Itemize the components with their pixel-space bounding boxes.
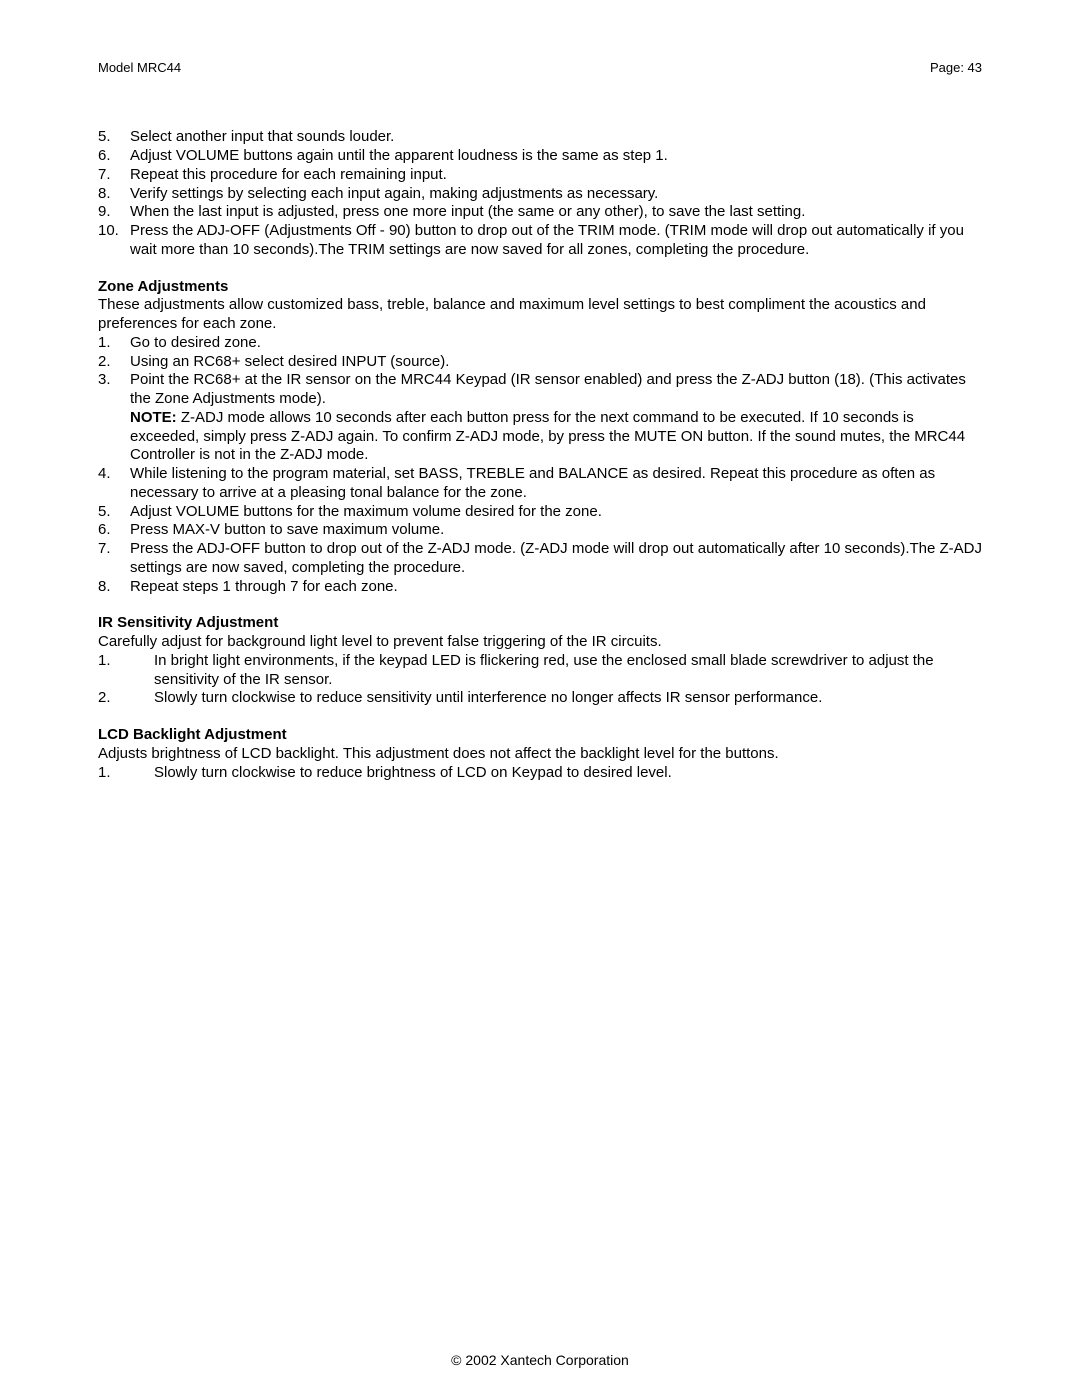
list-item: 6.Press MAX-V button to save maximum vol…: [98, 521, 982, 540]
list-item: 3. Point the RC68+ at the IR sensor on t…: [98, 371, 982, 465]
list-item: 2.Using an RC68+ select desired INPUT (s…: [98, 353, 982, 372]
item-number: 5.: [98, 503, 130, 522]
document-page: Model MRC44 Page: 43 5.Select another in…: [0, 0, 1080, 1397]
list-item: 4.While listening to the program materia…: [98, 465, 982, 503]
item-number: 6.: [98, 147, 130, 166]
item-text: Press the ADJ-OFF button to drop out of …: [130, 540, 982, 578]
item-number: 2.: [98, 689, 154, 708]
item-number: 8.: [98, 185, 130, 204]
header-left: Model MRC44: [98, 60, 181, 76]
list-item: 8.Verify settings by selecting each inpu…: [98, 185, 982, 204]
lcd-backlight-list: 1.Slowly turn clockwise to reduce bright…: [98, 764, 982, 783]
item-text: Repeat steps 1 through 7 for each zone.: [130, 578, 982, 597]
item-text: Verify settings by selecting each input …: [130, 185, 982, 204]
item-text: When the last input is adjusted, press o…: [130, 203, 982, 222]
item-text-line: Point the RC68+ at the IR sensor on the …: [130, 371, 966, 407]
page-footer: © 2002 Xantech Corporation: [0, 1352, 1080, 1370]
zone-adjustments-list: 1.Go to desired zone. 2.Using an RC68+ s…: [98, 334, 982, 597]
item-number: 6.: [98, 521, 130, 540]
list-item: 6.Adjust VOLUME buttons again until the …: [98, 147, 982, 166]
item-text: Press the ADJ-OFF (Adjustments Off - 90)…: [130, 222, 982, 260]
item-text: Press MAX-V button to save maximum volum…: [130, 521, 982, 540]
item-number: 1.: [98, 652, 154, 690]
item-text: Using an RC68+ select desired INPUT (sou…: [130, 353, 982, 372]
item-number: 4.: [98, 465, 130, 503]
item-number: 7.: [98, 540, 130, 578]
item-number: 1.: [98, 764, 154, 783]
trim-steps-list: 5.Select another input that sounds loude…: [98, 128, 982, 259]
ir-sensitivity-list: 1.In bright light environments, if the k…: [98, 652, 982, 708]
list-item: 8.Repeat steps 1 through 7 for each zone…: [98, 578, 982, 597]
item-text: Slowly turn clockwise to reduce sensitiv…: [154, 689, 982, 708]
list-item: 9.When the last input is adjusted, press…: [98, 203, 982, 222]
list-item: 5.Select another input that sounds loude…: [98, 128, 982, 147]
item-number: 7.: [98, 166, 130, 185]
zone-adjustments-heading: Zone Adjustments: [98, 278, 982, 297]
lcd-backlight-intro: Adjusts brightness of LCD backlight. Thi…: [98, 745, 982, 764]
ir-sensitivity-heading: IR Sensitivity Adjustment: [98, 614, 982, 633]
item-text: Repeat this procedure for each remaining…: [130, 166, 982, 185]
item-text: Adjust VOLUME buttons for the maximum vo…: [130, 503, 982, 522]
item-text: While listening to the program material,…: [130, 465, 982, 503]
list-item: 5.Adjust VOLUME buttons for the maximum …: [98, 503, 982, 522]
page-header: Model MRC44 Page: 43: [98, 60, 982, 76]
item-text: Point the RC68+ at the IR sensor on the …: [130, 371, 982, 465]
item-number: 2.: [98, 353, 130, 372]
header-right: Page: 43: [930, 60, 982, 76]
item-number: 8.: [98, 578, 130, 597]
item-text: Slowly turn clockwise to reduce brightne…: [154, 764, 982, 783]
item-number: 9.: [98, 203, 130, 222]
note-label: NOTE:: [130, 409, 177, 426]
zone-adjustments-intro: These adjustments allow customized bass,…: [98, 296, 982, 334]
list-item: 10.Press the ADJ-OFF (Adjustments Off - …: [98, 222, 982, 260]
item-number: 5.: [98, 128, 130, 147]
list-item: 2.Slowly turn clockwise to reduce sensit…: [98, 689, 982, 708]
list-item: 7.Repeat this procedure for each remaini…: [98, 166, 982, 185]
lcd-backlight-heading: LCD Backlight Adjustment: [98, 726, 982, 745]
item-number: 10.: [98, 222, 130, 260]
list-item: 1.In bright light environments, if the k…: [98, 652, 982, 690]
list-item: 1.Slowly turn clockwise to reduce bright…: [98, 764, 982, 783]
item-number: 1.: [98, 334, 130, 353]
item-text: In bright light environments, if the key…: [154, 652, 982, 690]
list-item: 1.Go to desired zone.: [98, 334, 982, 353]
item-text: Select another input that sounds louder.: [130, 128, 982, 147]
ir-sensitivity-intro: Carefully adjust for background light le…: [98, 633, 982, 652]
note-text: Z-ADJ mode allows 10 seconds after each …: [130, 409, 965, 464]
list-item: 7.Press the ADJ-OFF button to drop out o…: [98, 540, 982, 578]
item-text: Go to desired zone.: [130, 334, 982, 353]
item-number: 3.: [98, 371, 130, 465]
item-text: Adjust VOLUME buttons again until the ap…: [130, 147, 982, 166]
